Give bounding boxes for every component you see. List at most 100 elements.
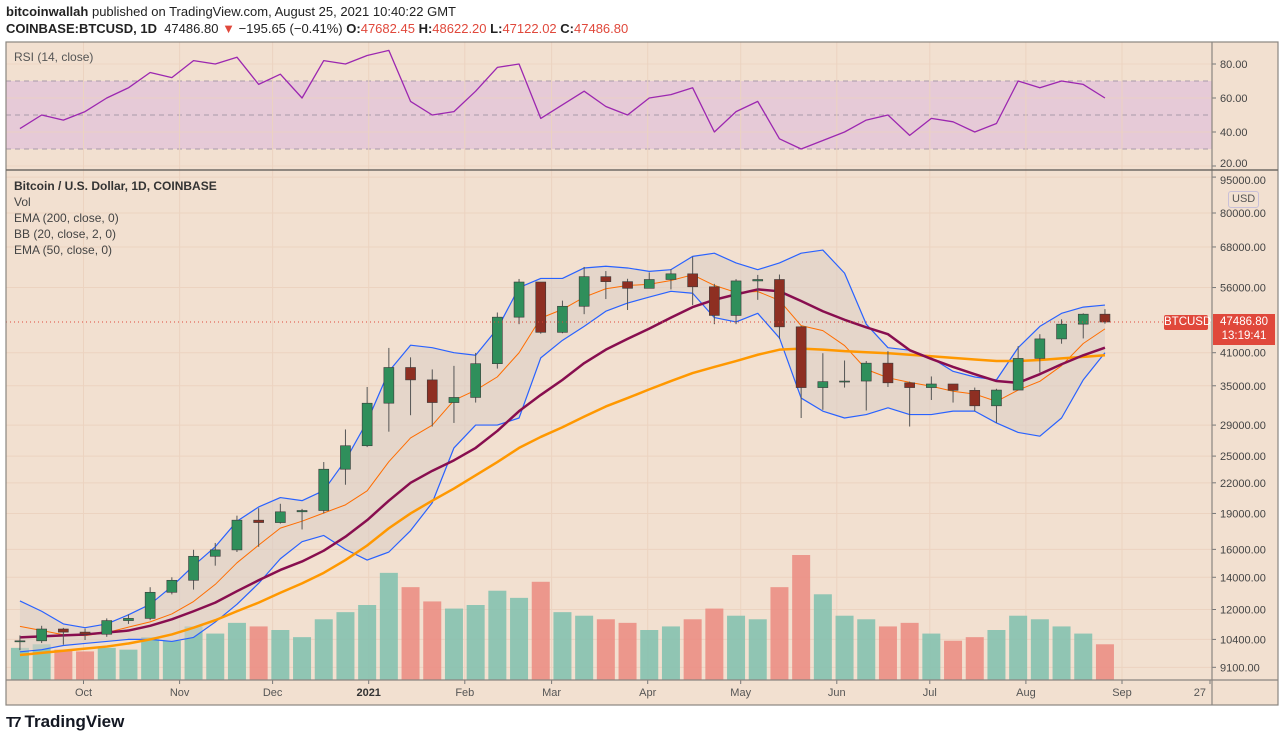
candle-body xyxy=(1099,313,1111,323)
chart-frame xyxy=(5,41,1279,706)
candle xyxy=(492,312,503,369)
candle-body xyxy=(426,379,438,403)
candle-body xyxy=(14,640,26,643)
candle xyxy=(817,353,829,410)
volume-bar xyxy=(792,555,811,680)
candle-body xyxy=(839,380,850,383)
candle-body xyxy=(209,549,221,557)
volume-bar xyxy=(1030,619,1049,680)
candle xyxy=(448,365,460,423)
volume-bar xyxy=(835,615,854,680)
legend-title: Bitcoin / U.S. Dollar, 1D, COINBASE xyxy=(14,179,217,193)
candle xyxy=(969,387,981,412)
candle-body xyxy=(709,286,720,316)
candle-body xyxy=(557,305,568,333)
candle-body xyxy=(1077,313,1089,325)
volume-bar xyxy=(878,626,897,680)
y-tick-label: 19000.00 xyxy=(1220,508,1266,520)
x-tick-label: Mar xyxy=(542,687,561,699)
candle-body xyxy=(665,273,677,280)
candle-body xyxy=(578,276,590,307)
candle xyxy=(361,386,373,448)
volume-bar xyxy=(271,630,290,680)
candle-body xyxy=(969,390,981,407)
candle-body xyxy=(361,402,373,447)
candle xyxy=(144,587,156,621)
candle-body xyxy=(79,631,91,635)
candle xyxy=(839,360,850,388)
candle-body xyxy=(904,382,915,388)
candle-body xyxy=(36,628,47,642)
candle xyxy=(166,577,178,595)
volume-bar xyxy=(97,647,116,680)
y-tick-label: 10400.00 xyxy=(1220,634,1266,646)
x-tick-label: Oct xyxy=(75,687,92,699)
candle xyxy=(795,325,807,418)
last-price-tag-value: 47486.80 xyxy=(1220,316,1268,328)
candle xyxy=(513,278,525,325)
close-value: 47486.80 xyxy=(574,21,629,36)
candle xyxy=(1099,309,1111,324)
legend-vol[interactable]: Vol xyxy=(14,195,31,209)
candle xyxy=(296,508,308,530)
tradingview-logo[interactable]: T7 TradingView xyxy=(6,712,124,732)
volume-bar xyxy=(141,637,160,680)
y-tick-label: 56000.00 xyxy=(1220,283,1266,295)
y-tick-label: 35000.00 xyxy=(1220,381,1266,393)
candle xyxy=(231,515,243,553)
last-price: 47486.80 xyxy=(164,21,219,36)
rsi-title: RSI (14, close) xyxy=(14,50,94,64)
chart-legend: Bitcoin / U.S. Dollar, 1D, COINBASE Vol … xyxy=(14,178,217,258)
y-tick-label: 25000.00 xyxy=(1220,451,1266,463)
author-name[interactable]: bitcoinwallah xyxy=(6,4,89,19)
legend-ema50[interactable]: EMA (50, close, 0) xyxy=(14,243,113,257)
candle xyxy=(188,549,199,590)
volume-bar xyxy=(379,572,398,680)
volume-bar xyxy=(1074,633,1093,680)
volume-bar xyxy=(727,615,746,680)
y-tick-label: 22000.00 xyxy=(1220,478,1266,490)
candle xyxy=(643,272,655,289)
candle xyxy=(991,388,1002,423)
x-tick-label: Apr xyxy=(639,687,656,699)
publish-info: bitcoinwallah published on TradingView.c… xyxy=(6,4,456,19)
candle-body xyxy=(513,281,525,318)
candle-body xyxy=(1056,323,1067,340)
volume-bar xyxy=(987,630,1006,680)
currency-button[interactable]: USD xyxy=(1228,191,1260,208)
candle-body xyxy=(774,279,785,328)
candle-body xyxy=(340,445,351,470)
volume-bar xyxy=(705,608,724,680)
volume-bar xyxy=(488,590,507,680)
volume-bar xyxy=(553,612,572,680)
candle xyxy=(860,361,872,411)
candle-body xyxy=(860,362,872,382)
candle-body xyxy=(318,468,330,511)
x-tick-label: 2021 xyxy=(356,687,380,699)
legend-ema200[interactable]: EMA (200, close, 0) xyxy=(14,211,119,225)
candle xyxy=(340,429,351,485)
legend-bb[interactable]: BB (20, close, 2, 0) xyxy=(14,227,117,241)
volume-bar xyxy=(965,637,984,680)
candle-body xyxy=(275,511,286,523)
candle xyxy=(622,278,633,310)
volume-bar xyxy=(922,633,941,680)
volume-bar xyxy=(531,581,550,680)
candle-body xyxy=(795,326,807,388)
candle xyxy=(600,271,612,300)
candle xyxy=(1056,319,1067,344)
candle-body xyxy=(687,273,698,288)
low-label: L: xyxy=(490,21,503,36)
candle-body xyxy=(144,591,156,619)
high-value: 48622.20 xyxy=(432,21,487,36)
candle xyxy=(470,352,481,403)
candle-body xyxy=(166,579,178,593)
candle-body xyxy=(231,519,243,551)
candle xyxy=(36,625,47,644)
candle-body xyxy=(1012,358,1024,391)
candle xyxy=(947,383,959,403)
candle xyxy=(14,635,26,651)
rsi-y-tick-label: 40.00 xyxy=(1220,127,1248,139)
y-tick-label: 80000.00 xyxy=(1220,208,1266,220)
